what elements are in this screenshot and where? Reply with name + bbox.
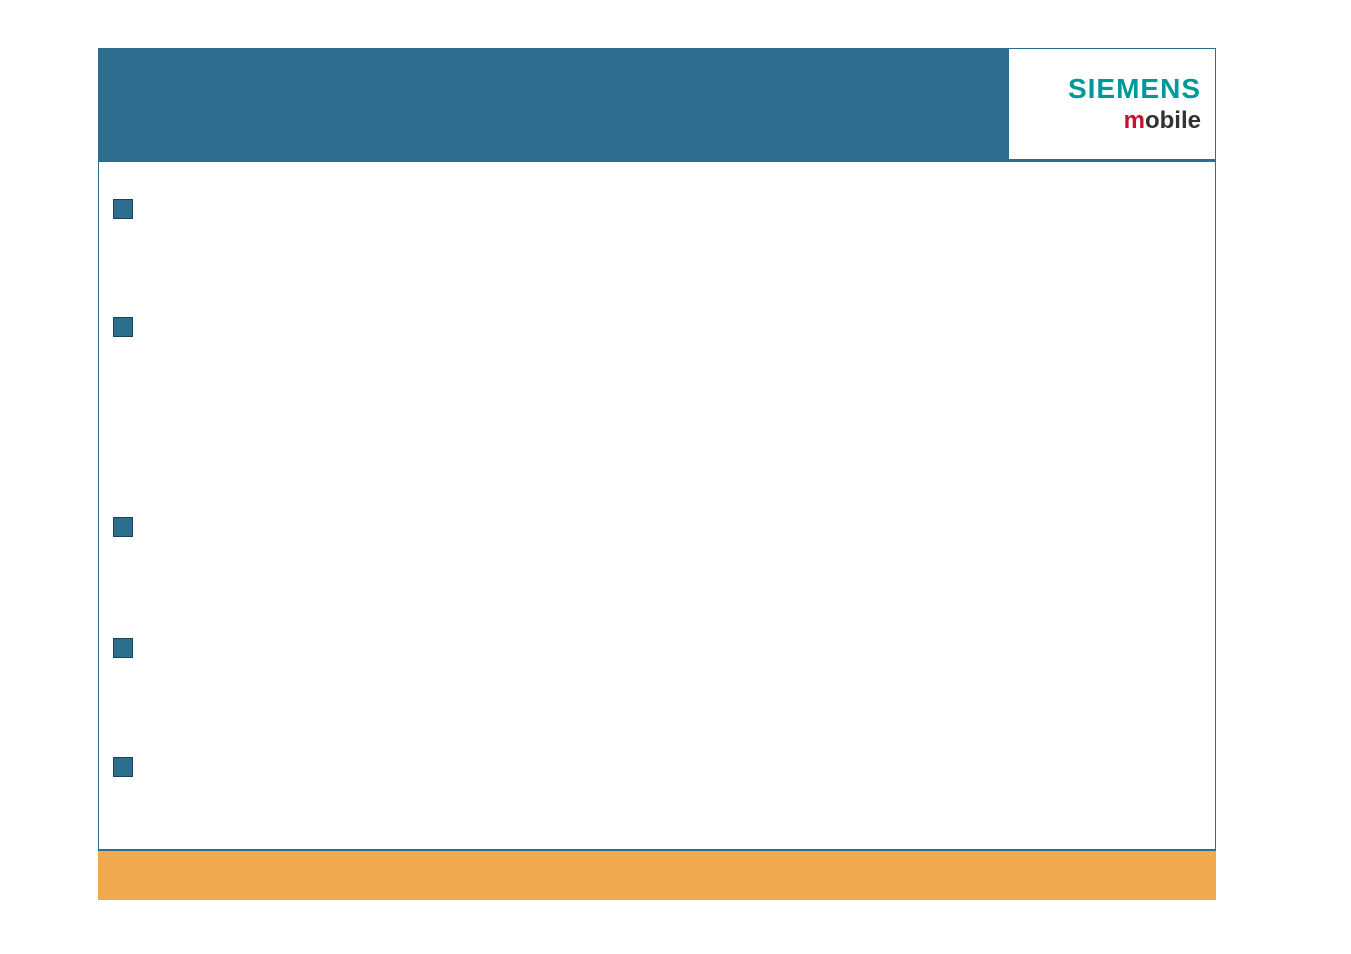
bullet-square-icon: [113, 199, 133, 219]
bullet-square-icon: [113, 638, 133, 658]
slide-frame: [98, 48, 1216, 900]
footer-bar: [98, 849, 1216, 900]
mobile-logo-text: mobile: [1124, 107, 1201, 135]
header-divider: [98, 160, 1216, 162]
bullet-square-icon: [113, 517, 133, 537]
bullet-square-icon: [113, 757, 133, 777]
mobile-m-letter: m: [1124, 107, 1145, 134]
page: SIEMENS mobile: [0, 0, 1351, 954]
logo-box: SIEMENS mobile: [1008, 48, 1216, 160]
mobile-obile-text: obile: [1145, 107, 1201, 134]
header-bar: [98, 48, 1008, 160]
siemens-logo-text: SIEMENS: [1068, 73, 1201, 105]
bullet-square-icon: [113, 317, 133, 337]
